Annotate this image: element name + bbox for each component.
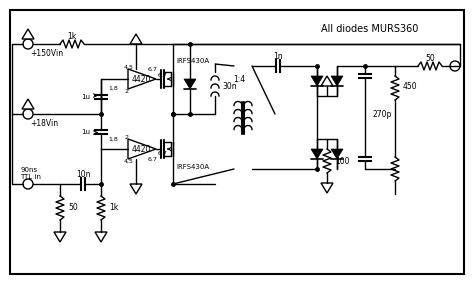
Text: IRFS430A: IRFS430A	[176, 58, 209, 64]
Polygon shape	[22, 99, 34, 109]
Polygon shape	[130, 184, 142, 194]
Text: 30n: 30n	[222, 82, 237, 91]
Text: +150Vin: +150Vin	[30, 49, 63, 57]
Polygon shape	[321, 76, 333, 86]
Text: 4,5: 4,5	[124, 158, 134, 164]
Text: All diodes MURS360: All diodes MURS360	[321, 24, 419, 34]
Text: 270p: 270p	[373, 110, 392, 118]
Text: IRFS430A: IRFS430A	[176, 164, 209, 170]
Text: 6,7: 6,7	[158, 72, 168, 78]
Polygon shape	[331, 149, 343, 159]
Text: 1,8: 1,8	[108, 86, 118, 91]
Text: 50: 50	[425, 53, 435, 62]
Polygon shape	[128, 69, 156, 89]
Text: 4420: 4420	[131, 145, 151, 153]
Text: 50: 50	[68, 204, 78, 212]
Text: 1n: 1n	[273, 51, 283, 60]
Text: 10n: 10n	[76, 170, 90, 179]
Polygon shape	[130, 34, 142, 44]
Text: 1k: 1k	[109, 204, 118, 212]
Text: 90ns
TTL in: 90ns TTL in	[20, 166, 41, 179]
Text: 2: 2	[124, 135, 128, 139]
Text: 450: 450	[403, 82, 418, 91]
Polygon shape	[311, 149, 323, 159]
Text: 1:4: 1:4	[233, 75, 245, 84]
Text: 1u: 1u	[81, 128, 90, 135]
Polygon shape	[331, 76, 343, 86]
Text: 2: 2	[124, 89, 128, 93]
Text: 100: 100	[335, 156, 349, 166]
Polygon shape	[128, 139, 156, 159]
Polygon shape	[22, 29, 34, 39]
Text: 4420: 4420	[131, 74, 151, 83]
Text: 6,7: 6,7	[158, 151, 168, 156]
Text: +18Vin: +18Vin	[30, 118, 58, 128]
Text: 1u: 1u	[81, 93, 90, 99]
Text: 4,5: 4,5	[124, 64, 134, 70]
Text: 1,8: 1,8	[108, 137, 118, 142]
Polygon shape	[321, 183, 333, 193]
Polygon shape	[311, 76, 323, 86]
Text: 1k: 1k	[67, 32, 77, 41]
Polygon shape	[184, 79, 196, 89]
Text: 6,7: 6,7	[148, 156, 158, 162]
Text: 6,7: 6,7	[148, 66, 158, 72]
Polygon shape	[95, 232, 107, 242]
Polygon shape	[54, 232, 66, 242]
